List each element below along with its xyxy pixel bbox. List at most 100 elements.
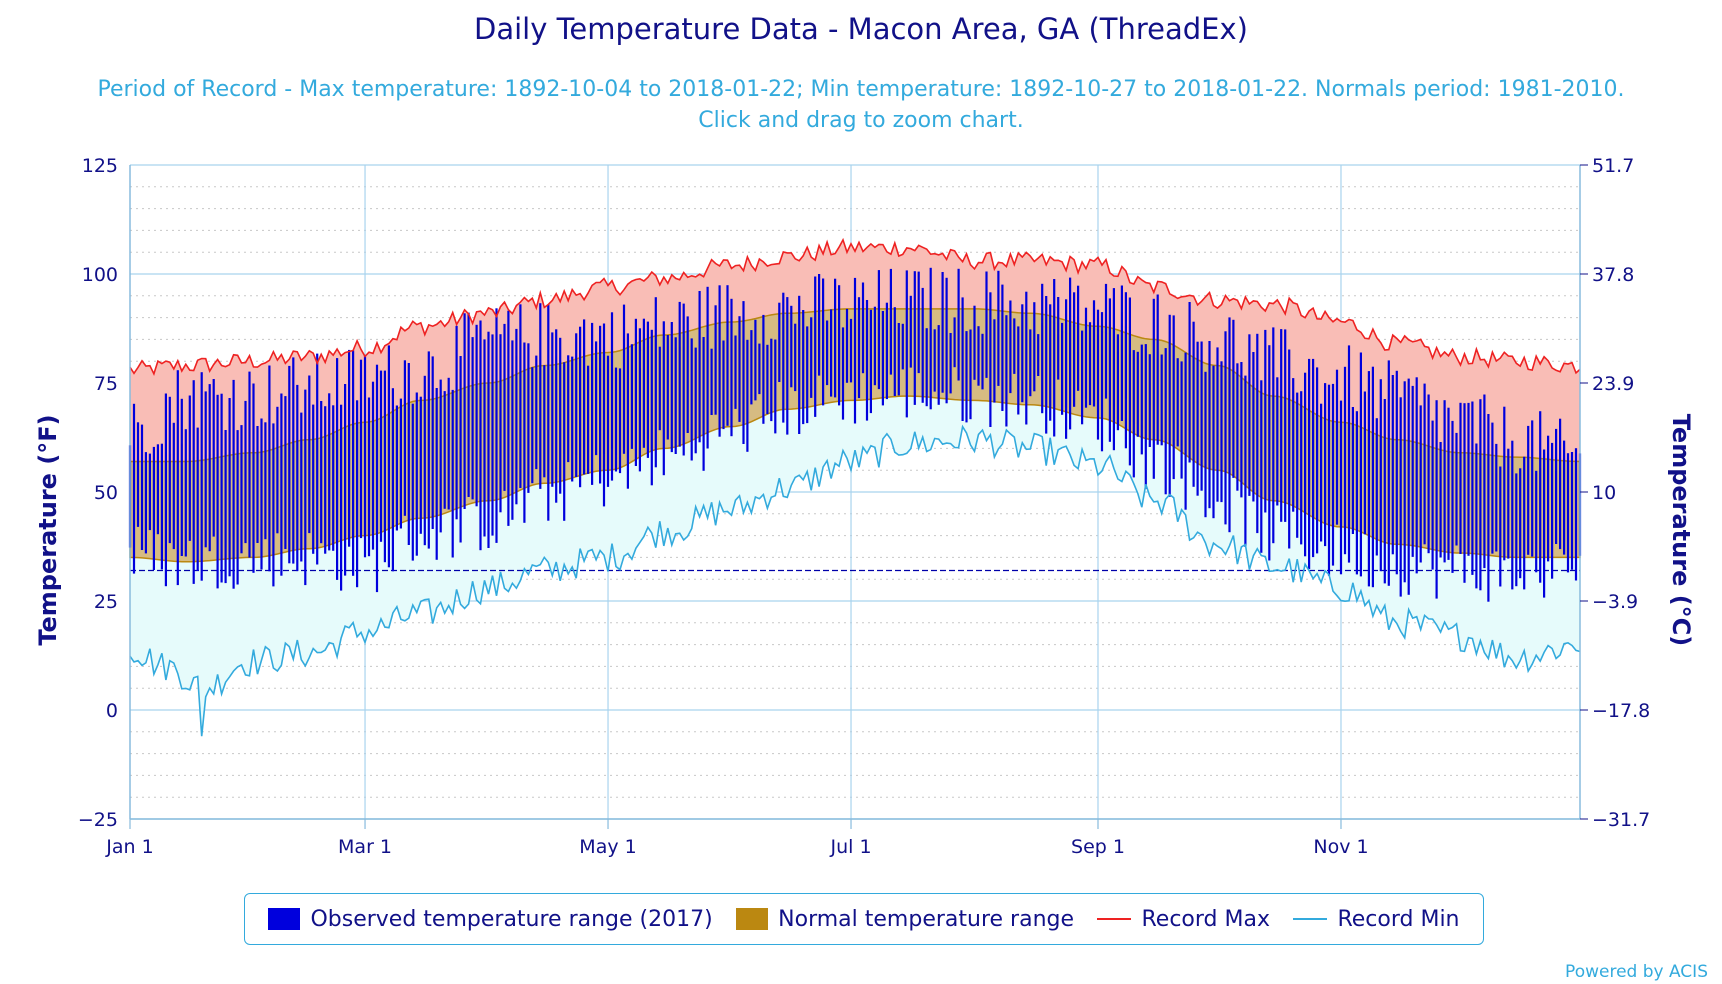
observed-range-bar (192, 380, 195, 584)
observed-range-bar (403, 360, 406, 516)
credits-link[interactable]: Powered by ACIS (1565, 962, 1708, 982)
observed-range-bar (682, 303, 685, 456)
observed-range-bar (547, 304, 550, 521)
observed-range-bar (1566, 453, 1570, 573)
observed-range-bar (1252, 352, 1255, 502)
observed-range-bar (674, 337, 677, 454)
observed-range-bar (1296, 392, 1299, 538)
y-right-tick-labels: 51.7 37.8 23.9 10 −3.9 −17.8 −31.7 (1580, 155, 1650, 831)
observed-range-bar (666, 335, 669, 440)
observed-range-bar (614, 367, 618, 472)
observed-range-bar (654, 297, 657, 468)
legend-item-record-max[interactable]: Record Max (1097, 907, 1270, 932)
observed-range-bar (296, 384, 299, 572)
observed-range-bar (786, 297, 789, 435)
observed-range-bar (1172, 315, 1175, 480)
observed-range-bar (1276, 377, 1279, 506)
y-right-tick-label: 37.8 (1592, 264, 1634, 286)
observed-range-bar (1399, 397, 1402, 597)
y-left-tick-label: 125 (82, 155, 118, 177)
observed-range-bar (1084, 307, 1088, 408)
observed-range-bar (873, 306, 876, 386)
observed-range-bar (1495, 443, 1498, 552)
observed-range-bar (399, 398, 402, 529)
observed-range-bar (455, 325, 458, 520)
observed-range-bar (1555, 428, 1558, 544)
observed-range-bar (475, 324, 478, 507)
observed-range-bar (356, 400, 359, 588)
observed-range-bar (511, 340, 514, 520)
observed-range-bar (1327, 384, 1331, 576)
observed-range-bar (1192, 321, 1195, 487)
observed-range-bar (1288, 349, 1291, 549)
observed-range-bar (1132, 350, 1135, 478)
observed-range-bar (905, 270, 908, 418)
observed-range-bar (324, 406, 327, 554)
y-left-tick-labels: 125 100 75 50 25 0 −25 (78, 155, 118, 831)
observed-range-bar (1049, 304, 1052, 421)
legend-item-record-min[interactable]: Record Min (1293, 907, 1460, 932)
observed-range-bar (1519, 468, 1522, 579)
observed-range-bar (439, 379, 442, 533)
legend-label-normal: Normal temperature range (778, 906, 1075, 932)
observed-range-bar (272, 423, 275, 587)
observed-range-bar (1403, 381, 1406, 583)
observed-range-bar (1168, 314, 1171, 497)
observed-range-bar (626, 333, 629, 489)
observed-range-bar (1140, 344, 1143, 455)
observed-range-bar (451, 389, 454, 558)
observed-range-bar (1196, 341, 1199, 496)
observed-range-bar (977, 326, 980, 386)
observed-range-bar (268, 365, 271, 572)
observed-range-bar (1104, 283, 1108, 399)
observed-range-bar (1439, 442, 1442, 558)
observed-range-bar (933, 329, 936, 392)
observed-range-bar (1116, 334, 1119, 431)
observed-range-bar (487, 331, 490, 548)
observed-range-bar (1467, 402, 1470, 556)
legend-swatch-record-max (1097, 918, 1132, 920)
y-left-tick-label: −25 (78, 809, 118, 831)
observed-range-bar (539, 303, 542, 489)
observed-range-bar (1455, 432, 1458, 546)
observed-range-bar (1483, 394, 1486, 569)
observed-range-bar (1331, 383, 1335, 566)
observed-range-bar (1061, 322, 1064, 415)
legend-item-observed[interactable]: Observed temperature range (2017) (268, 907, 713, 932)
observed-range-bar (1304, 372, 1307, 557)
legend-item-normal[interactable]: Normal temperature range (736, 907, 1074, 932)
observed-range-bar (316, 353, 319, 565)
observed-range-bar (320, 401, 323, 544)
observed-range-bar (583, 319, 586, 475)
observed-range-bar (1088, 322, 1092, 406)
observed-range-bar (164, 393, 167, 587)
observed-range-bar (893, 307, 896, 396)
observed-range-bar (1128, 297, 1131, 466)
observed-range-bar (1136, 351, 1139, 437)
observed-range-bar (1411, 385, 1414, 557)
observed-range-bar (909, 295, 912, 368)
y-left-tick-label: 0 (106, 700, 118, 722)
observed-range-bar (1272, 327, 1275, 544)
observed-range-bar (527, 343, 530, 493)
observed-range-bar (340, 404, 343, 591)
observed-range-bar (308, 375, 311, 534)
observed-range-bar (336, 358, 339, 580)
observed-range-bar (1041, 283, 1044, 414)
observed-range-bar (1240, 362, 1243, 498)
observed-range-bar (1232, 319, 1235, 478)
observed-range-bar (1487, 414, 1490, 602)
observed-range-bar (1391, 375, 1394, 555)
observed-range-bar (834, 278, 837, 398)
observed-range-bar (431, 356, 434, 529)
observed-range-bar (379, 370, 383, 542)
observed-range-bar (411, 403, 414, 561)
observed-range-bar (889, 268, 892, 375)
observed-range-bar (989, 292, 992, 427)
observed-range-bar (826, 320, 829, 386)
observed-range-bar (1479, 399, 1482, 591)
observed-range-bar (1212, 365, 1215, 519)
y-right-tick-label: 51.7 (1592, 155, 1634, 177)
observed-range-bar (1523, 456, 1526, 590)
